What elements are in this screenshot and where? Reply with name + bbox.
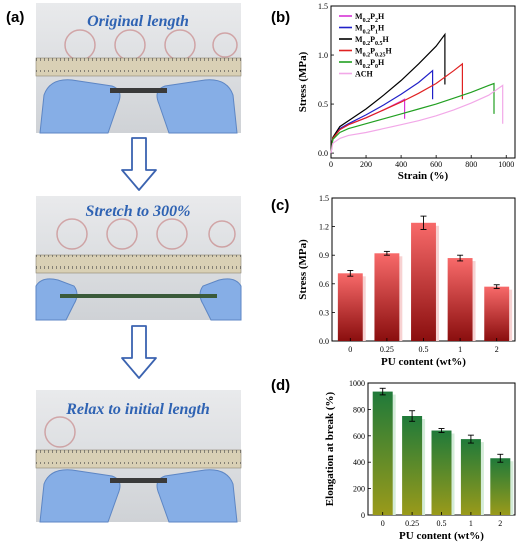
sample-strip [110,88,167,93]
watermark-seal-icon [56,218,236,250]
y-tick-label: 400 [353,458,365,467]
bar [372,391,393,515]
series-line [330,69,434,154]
chart-stress-strain: 0 200 400 600 800 1000 0.0 0.5 1.0 1.5 Strain (%) S… [297,2,516,182]
panel-label-b: (b) [271,9,290,26]
bar [337,273,363,341]
series-line [330,32,446,154]
y-axis-label: Elongation at break (%) [324,391,336,506]
panel-label-c: (c) [271,197,289,214]
chart-elongation-bar: 0 200 400 600 800 1000 0 0.25 0.5 1 2 PU content (w… [324,379,516,542]
left-glove-icon [39,469,121,523]
y-tick-label: 1.5 [318,2,328,11]
legend-label: ACH [355,70,374,79]
x-tick-label: 1 [458,345,462,354]
bar [460,439,481,515]
y-tick-label: 600 [353,432,365,441]
y-tick-label: 200 [353,485,365,494]
y-tick-label: 0 [361,511,365,520]
photo-relaxed: Relax to initial length [35,390,242,523]
x-tick-label: 800 [465,160,477,169]
down-arrow-icon [121,137,157,191]
y-tick-label: 0.5 [318,100,328,109]
y-tick-label: 1.0 [318,51,328,60]
photo-stretched: Stretch to 300% [35,196,242,321]
x-axis-label: PU content (wt%) [381,356,466,368]
y-tick-label: 0.6 [319,280,329,289]
photo-original: Original length [35,3,242,134]
x-tick-label: 1000 [498,160,514,169]
y-axis-label: Stress (MPa) [297,51,309,112]
left-glove-icon [39,79,121,134]
x-tick-label: 0.25 [405,519,419,528]
x-tick-label: 2 [498,519,502,528]
bar [490,458,511,515]
x-tick-label: 0 [329,160,333,169]
bar [447,258,473,341]
x-tick-label: 0 [348,345,352,354]
x-axis-label: PU content (wt%) [399,530,484,542]
photo-caption: Original length [87,13,189,30]
bar [411,222,436,341]
legend-label: M0.2P0H [355,58,385,70]
y-tick-label: 1000 [349,379,365,388]
x-tick-label: 1 [469,519,473,528]
ruler-ticks [36,58,241,72]
photo-caption: Stretch to 300% [86,203,191,220]
legend-label: M0.2P1H [355,24,385,36]
right-glove-icon [156,79,238,134]
y-tick-label: 0.3 [319,308,329,317]
x-tick-label: 2 [495,345,499,354]
y-tick-label: 0.0 [318,149,328,158]
x-tick-label: 0.5 [437,519,447,528]
series-line [330,62,463,154]
x-tick-label: 600 [430,160,442,169]
x-tick-label: 0 [381,519,385,528]
ruler-ticks [36,450,241,464]
bar [402,416,423,515]
series-line [330,82,495,154]
panel-label-d: (d) [271,377,290,394]
y-tick-label: 1.5 [319,194,329,203]
y-axis-label: Stress (MPa) [297,239,309,300]
right-glove-icon [199,278,242,321]
x-tick-label: 0.5 [419,345,429,354]
legend-label: M0.2P0.25H [355,47,392,59]
legend-label: M0.2P2H [355,12,385,24]
x-tick-label: 200 [360,160,372,169]
y-tick-label: 1.2 [319,223,329,232]
left-glove-icon [35,278,78,321]
watermark-seal-icon [44,416,76,448]
right-glove-icon [156,469,238,523]
x-axis-label: Strain (%) [398,170,449,182]
series-line [330,84,504,154]
sample-strip [60,294,217,298]
y-tick-label: 0.9 [319,251,329,260]
down-arrow-icon [121,325,157,379]
chart-stress-bar: 0.0 0.3 0.6 0.9 1.2 1.5 0 0.25 0.5 1 2 PU content (… [297,194,516,368]
x-tick-label: 0.25 [380,345,394,354]
ruler-ticks [36,255,241,269]
photo-caption: Relax to initial length [65,401,210,418]
y-tick-label: 0.0 [319,337,329,346]
bar [374,253,400,341]
bar [484,286,510,341]
x-tick-label: 400 [395,160,407,169]
panel-label-a: (a) [6,9,24,26]
bar [431,430,452,515]
plot-frame [330,5,516,159]
y-tick-label: 800 [353,405,365,414]
sample-strip [110,478,167,483]
legend-label: M0.2P0.5H [355,35,389,47]
